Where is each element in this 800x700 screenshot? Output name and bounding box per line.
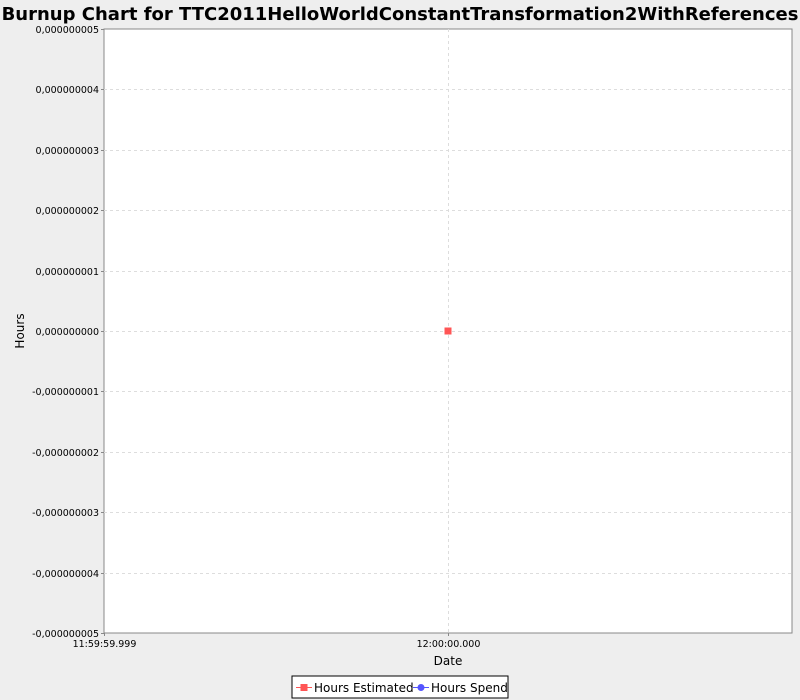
y-tick-label: -0,000000001 xyxy=(32,387,99,398)
y-tick-label: -0,000000002 xyxy=(32,448,99,459)
chart-title: Burnup Chart for TTC2011HelloWorldConsta… xyxy=(2,4,799,25)
y-tick-label: -0,000000005 xyxy=(32,629,99,640)
data-point-hours-estimated xyxy=(444,327,452,335)
legend-box xyxy=(291,675,509,699)
y-tick-label: -0,000000003 xyxy=(32,508,99,519)
legend-label-hours-spend: Hours Spend xyxy=(431,681,508,695)
y-tick-label: 0,000000004 xyxy=(36,85,99,96)
x-axis-ticks: 11:59:59.999 12:00:00.000 xyxy=(73,633,481,650)
y-tick-label: 0,000000001 xyxy=(36,267,99,278)
y-tick-label: 0,000000005 xyxy=(36,25,99,36)
y-tick-label: 0,000000003 xyxy=(36,146,99,157)
x-tick-label: 11:59:59.999 xyxy=(73,639,137,650)
x-tick-label: 12:00:00.000 xyxy=(417,639,481,650)
y-axis-ticks: 0,000000005 0,000000004 0,000000003 0,00000… xyxy=(32,25,104,640)
y-axis-label: Hours xyxy=(13,313,27,348)
legend-marker-hours-spend xyxy=(417,684,425,691)
legend: Hours Estimated Hours Spend xyxy=(291,675,509,699)
series-marks xyxy=(444,327,452,335)
y-tick-label: 0,000000002 xyxy=(36,206,99,217)
y-tick-label: 0,000000000 xyxy=(36,327,99,338)
x-axis-label: Date xyxy=(434,654,463,668)
legend-label-hours-estimated: Hours Estimated xyxy=(314,681,414,695)
legend-marker-hours-estimated xyxy=(300,684,308,691)
gridlines xyxy=(104,29,792,633)
y-tick-label: -0,000000004 xyxy=(32,569,99,580)
